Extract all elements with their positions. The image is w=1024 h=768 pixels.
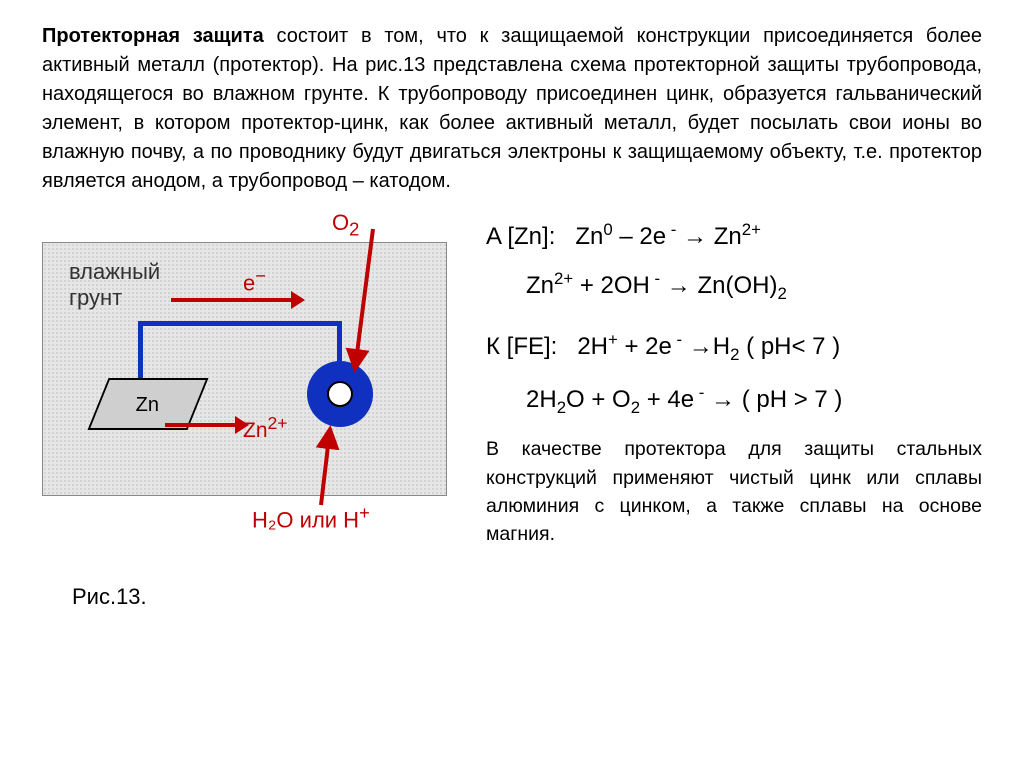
wire-left-vertical <box>138 321 143 383</box>
electron-label: e− <box>243 265 266 296</box>
intro-heading: Протекторная защита <box>42 25 264 47</box>
intro-paragraph: Протекторная защита состоит в том, что к… <box>42 22 982 196</box>
intro-body: состоит в том, что к защищаемой конструк… <box>42 25 982 192</box>
o2-label: O2 <box>332 210 462 240</box>
cathode-equation-2: 2H2O + O2 + 4e - → ( pH > 7 ) <box>486 383 982 418</box>
electron-arrow <box>171 298 291 302</box>
wire-horizontal <box>141 321 341 326</box>
footnote-paragraph: В качестве протектора для защиты стальны… <box>486 435 982 548</box>
zn-ion-arrow <box>165 423 235 427</box>
equations-column: A [Zn]: Zn0 – 2e - → Zn2+ Zn2+ + 2OH - →… <box>462 210 982 610</box>
diagram-column: O2 влажныйгрунт e− Zn Zn2+ <box>42 210 462 610</box>
soil-label: влажныйгрунт <box>69 259 160 311</box>
soil-diagram: влажныйгрунт e− Zn Zn2+ <box>42 242 447 496</box>
figure-caption: Рис.13. <box>72 584 462 610</box>
anode-equation-2: Zn2+ + 2OH - → Zn(OH)2 <box>486 269 982 304</box>
h2o-label: H₂O или H+ <box>252 502 462 533</box>
zn-ion-label: Zn2+ <box>243 413 287 443</box>
anode-equation-1: A [Zn]: Zn0 – 2e - → Zn2+ <box>486 220 982 251</box>
cathode-equation-1: К [FE]: 2H+ + 2e - →H2 ( pH< 7 ) <box>486 330 982 365</box>
